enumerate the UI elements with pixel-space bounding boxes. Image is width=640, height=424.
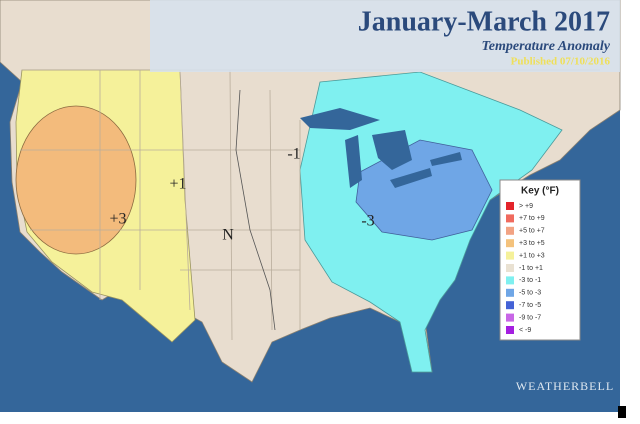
key-label: -9 to -7	[519, 314, 541, 321]
key-label: -5 to -3	[519, 290, 541, 297]
lake	[372, 130, 412, 170]
map-label: +1	[169, 176, 186, 193]
lake	[430, 152, 462, 166]
key-swatch	[506, 264, 514, 272]
key-label: -1 to +1	[519, 265, 543, 272]
map-label: -3	[361, 213, 374, 230]
title: January-March 2017	[358, 6, 610, 37]
logo: WEATHERBELL	[516, 379, 614, 393]
key-label: +1 to +3	[519, 252, 545, 259]
key-swatch	[506, 326, 514, 334]
key-swatch	[506, 251, 514, 260]
great-lakes	[300, 108, 462, 188]
key-swatch	[506, 276, 514, 285]
header-box	[150, 0, 620, 72]
key-swatch	[506, 301, 514, 310]
key-swatch	[506, 313, 514, 322]
key-title: Key (°F)	[521, 186, 559, 197]
river	[235, 89, 276, 331]
key-swatch	[506, 226, 514, 235]
key-swatch	[506, 202, 514, 210]
key-label: -7 to -5	[519, 302, 541, 309]
border-line	[99, 69, 301, 341]
key-label: < -9	[519, 327, 531, 334]
map-label: +3	[109, 211, 126, 228]
border-line	[20, 149, 300, 271]
key-swatch	[506, 288, 514, 297]
key-label: -3 to -1	[519, 277, 541, 284]
corner-mark	[618, 406, 626, 418]
lake	[390, 168, 432, 188]
key-swatch	[506, 214, 514, 223]
map-label: -1	[287, 146, 300, 163]
lake	[300, 108, 380, 130]
hot-region	[15, 105, 137, 255]
key-label: > +9	[519, 203, 533, 210]
key-swatch	[506, 239, 514, 248]
lake	[345, 135, 362, 188]
key-label: +3 to +5	[519, 240, 545, 247]
map-label: N	[222, 227, 234, 244]
key-items: > +9 +7 to +9 +5 to +7 +3 to +5 +1 to +3 -1 t…	[506, 202, 545, 334]
key-label: +5 to +7	[519, 228, 545, 235]
published: Published 07/10/2016	[511, 56, 611, 68]
subtitle: Temperature Anomaly	[482, 39, 611, 54]
key-label: +7 to +9	[519, 215, 545, 222]
